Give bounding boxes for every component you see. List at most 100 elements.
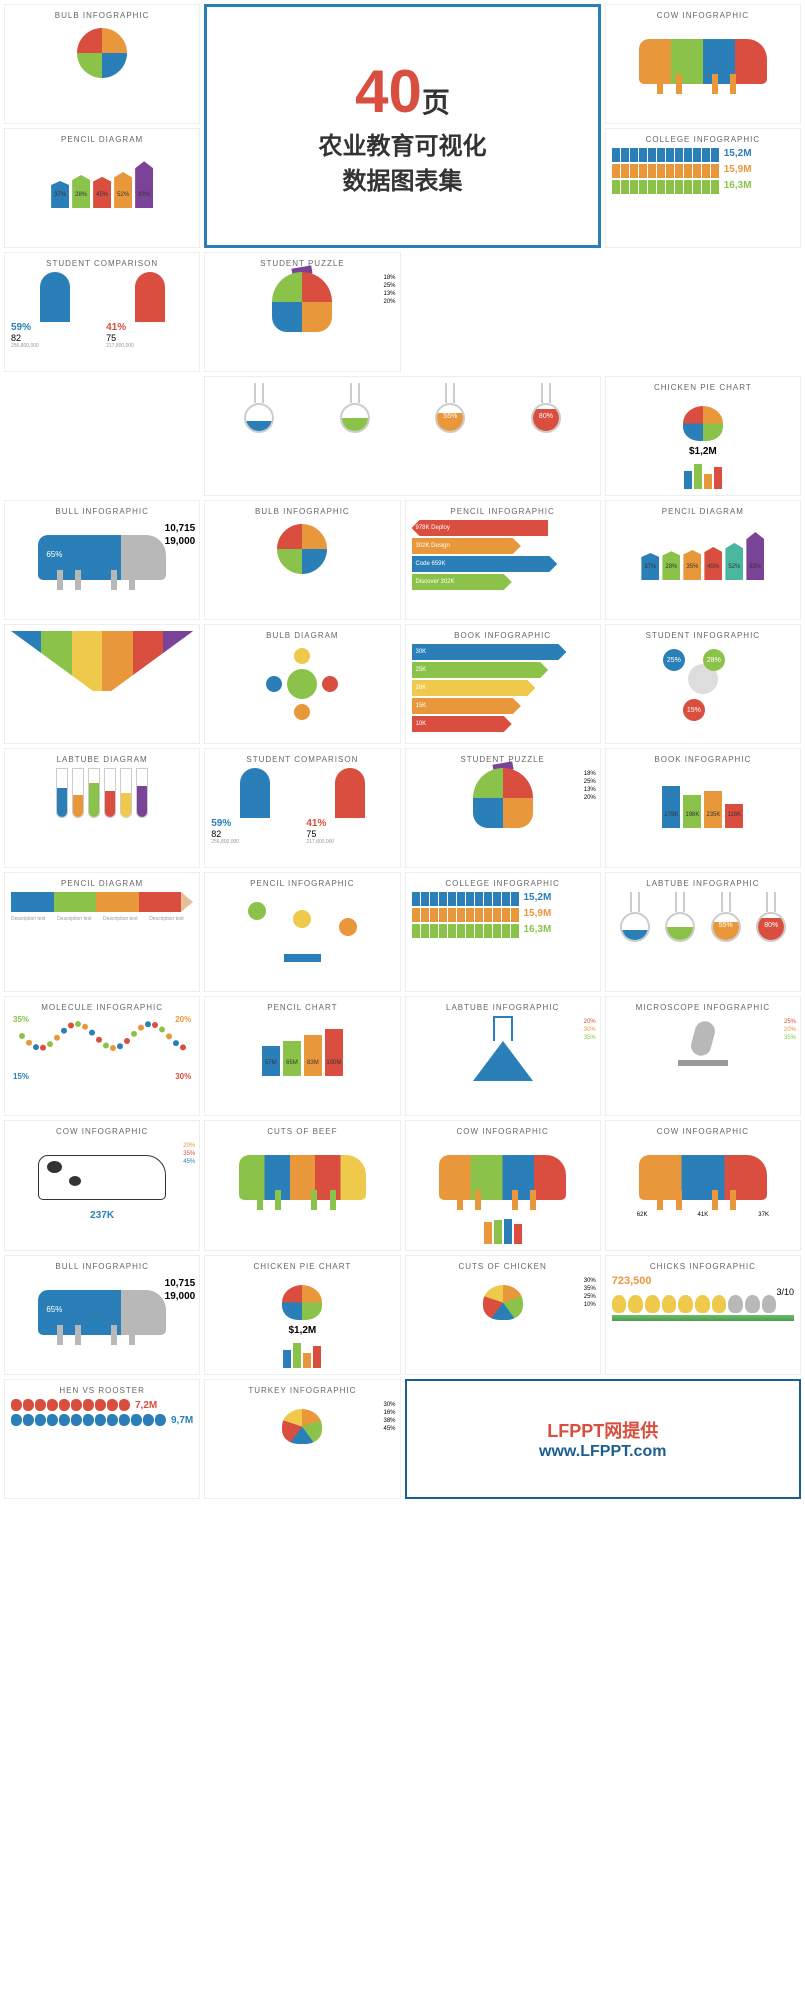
flask-icon: 55%: [435, 383, 465, 433]
person-icon: [675, 148, 683, 162]
tile-title: HEN VS ROOSTER: [11, 1386, 193, 1395]
hero-number: 40页: [355, 57, 450, 126]
bar: 52%: [725, 543, 743, 580]
tile-flasks: 20%35%55%80%: [204, 376, 601, 496]
tile-title: BOOK INFOGRAPHIC: [412, 631, 594, 640]
arrow: 25K: [412, 662, 549, 678]
tile-body: [612, 24, 794, 94]
people-row: 15,9M: [412, 908, 594, 922]
cow-shape: [612, 1140, 794, 1210]
tile-title: PENCIL INFOGRAPHIC: [211, 879, 393, 888]
tile-body: 30K25K20K15K10K: [412, 644, 594, 732]
hen-icon: [71, 1414, 82, 1426]
arrow: 20K: [412, 680, 536, 696]
tile-body: [11, 768, 193, 818]
tile-cow4: COW INFOGRAPHIC: [405, 1120, 601, 1251]
arrow: 302K Design: [412, 538, 521, 554]
person-icon: [457, 924, 465, 938]
tube-row: [11, 768, 193, 818]
bar-chart: 278K198K235K116K: [612, 768, 794, 828]
person-icon: [630, 180, 638, 194]
hen-icon: [107, 1414, 118, 1426]
person-icon: [612, 164, 620, 178]
person-icon: [493, 892, 501, 906]
person-icon: [484, 924, 492, 938]
hen-icon: [83, 1414, 94, 1426]
chick-icon: [662, 1295, 677, 1313]
person-icon: [639, 148, 647, 162]
tile-body: 25%28%15%: [612, 644, 794, 714]
tile-body: [211, 1399, 393, 1449]
tile-body: 978K Deploy302K DesignCode 659KDiscover …: [412, 520, 594, 590]
person-icon: [711, 180, 719, 194]
tile-student-puzzle2: STUDENT PUZZLE18%25%13%20%: [405, 748, 601, 868]
person-icon: [666, 148, 674, 162]
hen-icon: [11, 1399, 22, 1411]
tile-student-comp2: STUDENT COMPARISON59%82256,800,00041%752…: [204, 748, 400, 868]
tile-title: MOLECULE INFOGRAPHIC: [11, 1003, 193, 1012]
tile-title: BULB INFOGRAPHIC: [11, 11, 193, 20]
tile-title: BULL INFOGRAPHIC: [11, 1262, 193, 1271]
bar: 52%: [114, 172, 132, 208]
tile-body: 15,2M15,9M16,3M: [412, 892, 594, 938]
tile-labtube2: LABTUBE INFOGRAPHIC20%35%55%80%: [605, 872, 801, 992]
tube-icon: [88, 768, 100, 818]
chick-icon: [762, 1295, 777, 1313]
flask-icon: 20%: [620, 892, 650, 942]
hen-icon: [143, 1414, 154, 1426]
tile-body: 59%82256,800,00041%75217,800,000: [11, 272, 193, 349]
person-icon: [412, 892, 420, 906]
hen-icon: [95, 1414, 106, 1426]
tile-body: 57M65M83M100M: [211, 1016, 393, 1076]
flask-icon: 80%: [756, 892, 786, 942]
tile-body: 278K198K235K116K: [612, 768, 794, 828]
person-silhouette: [240, 768, 270, 818]
person-icon: [430, 924, 438, 938]
bulb-icon: [277, 524, 327, 574]
tube-icon: [56, 768, 68, 818]
person-silhouette: [135, 272, 165, 322]
hen-icon: [119, 1399, 130, 1411]
person-icon: [621, 180, 629, 194]
person-icon: [702, 148, 710, 162]
person-icon: [421, 924, 429, 938]
tile-body: 15,2M15,9M16,3M: [612, 148, 794, 194]
person-icon: [648, 164, 656, 178]
person-icon: [412, 924, 420, 938]
chick-icon: [678, 1295, 693, 1313]
person-icon: [693, 164, 701, 178]
tile-body: $1,2M: [612, 396, 794, 489]
person-icon: [448, 908, 456, 922]
hen-icon: [155, 1414, 166, 1426]
tile-bull1: BULL INFOGRAPHIC65%10,71519,000: [4, 500, 200, 620]
tile-labtube1: LABTUBE DIAGRAM: [4, 748, 200, 868]
bulb-icon: [77, 28, 127, 78]
tile-body: [412, 768, 594, 828]
person-icon: [621, 164, 629, 178]
tile-book2: BOOK INFOGRAPHIC278K198K235K116K: [605, 748, 801, 868]
mini-bars: [612, 459, 794, 489]
tile-title: PENCIL INFOGRAPHIC: [412, 507, 594, 516]
person-icon: [684, 164, 692, 178]
chick-icon: [728, 1295, 743, 1313]
bar-chart: 37%28%35%45%52%83%: [612, 520, 794, 580]
tile-body: [211, 892, 393, 962]
hen-icon: [59, 1414, 70, 1426]
puzzle-head: [272, 272, 332, 332]
arrow: Code 659K: [412, 556, 558, 572]
bar: 65M: [283, 1041, 301, 1076]
hen-icon: [47, 1399, 58, 1411]
bar-chart: 57M65M83M100M: [211, 1016, 393, 1076]
tile-body: [612, 1016, 794, 1066]
tile-chicks: CHICKS INFOGRAPHIC723,5003/10: [605, 1255, 801, 1375]
hero-line2: 数据图表集: [343, 161, 463, 196]
tile-body: 59%82256,800,00041%75217,800,000: [211, 768, 393, 845]
circle-cluster: 25%28%15%: [658, 644, 748, 714]
person-icon: [666, 164, 674, 178]
tile-body: 20%35%55%80%: [211, 383, 594, 433]
bar: 83%: [746, 532, 764, 580]
tile-title: PENCIL DIAGRAM: [11, 135, 193, 144]
tile-chicken-pie2: CHICKEN PIE CHART$1,2M: [204, 1255, 400, 1375]
bar: 100M: [325, 1029, 343, 1076]
tile-microscope: MICROSCOPE INFOGRAPHIC25%20%35%: [605, 996, 801, 1116]
